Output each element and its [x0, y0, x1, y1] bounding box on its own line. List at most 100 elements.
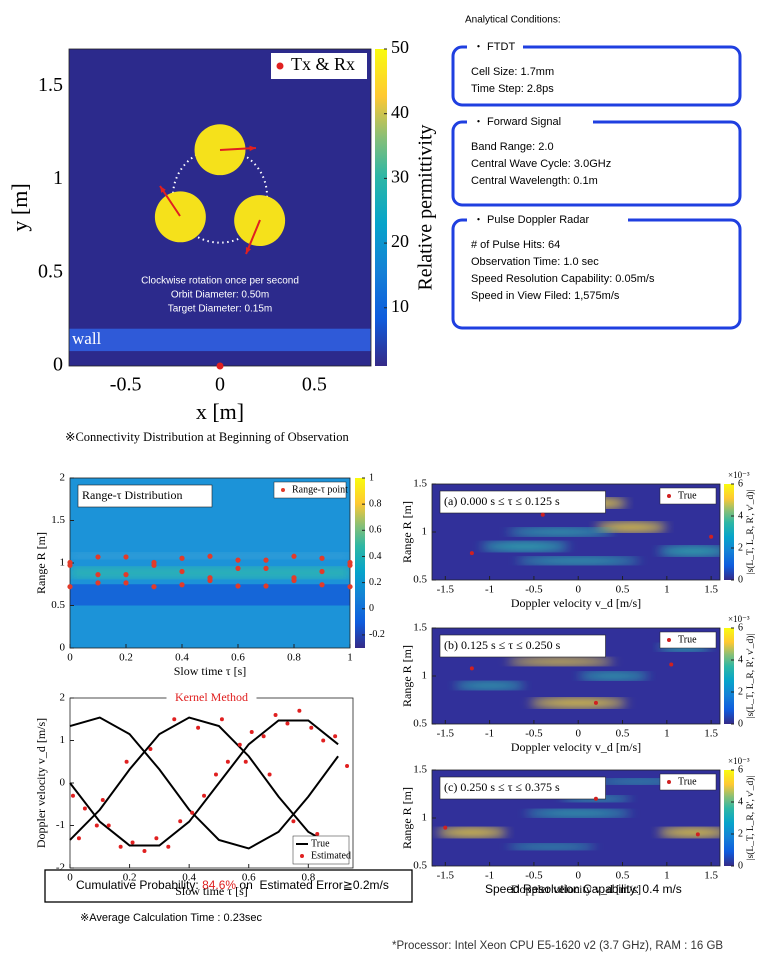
data-point — [347, 562, 353, 568]
y-tick-label: 1 — [60, 557, 66, 569]
colorbar-tick-label: 6 — [738, 622, 743, 633]
x-axis-label: Slow time τ [s] — [175, 884, 248, 898]
x-tick-label: 0 — [67, 652, 73, 664]
x-tick-label: 1 — [664, 728, 670, 740]
colorbar-tick-label: 4 — [738, 796, 743, 807]
data-point — [225, 759, 230, 764]
colorbar-tick-label: 40 — [391, 102, 409, 122]
y-tick-label: 1.5 — [38, 74, 63, 96]
legend-box — [659, 631, 717, 649]
calc-time: ※Average Calculation Time : 0.23sec — [80, 912, 263, 924]
colorbar-tick-label: 6 — [738, 478, 743, 489]
summary-box — [44, 869, 413, 903]
chart-title: Kernel Method — [175, 690, 248, 704]
colorbar-tick-label: 4 — [738, 510, 743, 521]
x-tick-label: 0.5 — [616, 870, 630, 882]
data-point — [178, 819, 183, 824]
x-axis-label: Doppler velocity v_d [m/s] — [511, 740, 641, 754]
annotation: Orbit Diameter: 0.50m — [171, 290, 269, 301]
heat-blob — [657, 546, 720, 556]
data-point — [123, 572, 129, 578]
colorbar-tick-label: 0 — [738, 574, 743, 585]
x-tick-label: -0.5 — [525, 584, 543, 596]
data-point — [166, 844, 171, 849]
data-point — [267, 772, 272, 777]
x-tick-label: 1.5 — [704, 728, 718, 740]
data-point — [273, 713, 278, 717]
x-axis-label: Slow time τ [s] — [174, 664, 247, 678]
heat-blob — [525, 809, 632, 818]
wall-label: wall — [72, 329, 102, 348]
condition-title-bg — [467, 214, 628, 226]
data-point — [118, 844, 123, 849]
colorbar-scale: ×10⁻³ — [728, 614, 750, 624]
x-tick-label: 1.5 — [704, 870, 718, 882]
legend-label: Range-τ point — [292, 484, 348, 495]
condition-box — [451, 120, 742, 207]
data-point — [709, 534, 714, 539]
x-tick-label: 0.2 — [119, 652, 133, 664]
legend-label: True — [678, 490, 697, 501]
colorbar — [724, 770, 734, 866]
data-point — [443, 825, 448, 830]
data-point — [76, 836, 81, 841]
target — [154, 191, 206, 243]
colorbar-tick-label: 0 — [738, 860, 743, 871]
data-point — [130, 840, 135, 845]
legend-marker — [667, 780, 671, 784]
y-tick-label: 1 — [53, 167, 63, 189]
data-point — [67, 562, 73, 568]
condition-line: Speed Resolution Capability: 0.05m/s — [471, 273, 655, 285]
y-tick-label: 0.5 — [413, 574, 427, 586]
data-point — [216, 362, 224, 370]
x-tick-label: 0 — [575, 728, 581, 740]
data-point — [142, 849, 147, 853]
data-point — [179, 582, 185, 588]
colorbar-scale: ×10⁻³ — [728, 756, 750, 766]
data-point — [695, 832, 700, 837]
y-axis-label: Range R [m] — [34, 532, 48, 594]
data-point — [291, 575, 297, 581]
x-tick-label: -0.5 — [525, 870, 543, 882]
condition-title: ・ Pulse Doppler Radar — [473, 214, 590, 226]
data-point — [202, 793, 207, 798]
condition-line: Speed in View Filed: 1,575m/s — [471, 290, 620, 302]
y-tick-label: 0.5 — [413, 718, 427, 730]
y-tick-label: -2 — [56, 862, 65, 874]
heat-blob — [578, 672, 650, 680]
colorbar-tick-label: 2 — [738, 828, 743, 839]
y-tick-label: 1 — [60, 734, 66, 746]
x-tick-label: -1 — [485, 870, 494, 882]
y-tick-label: 1 — [422, 670, 428, 682]
data-point — [593, 700, 598, 705]
legend-label: Estimated — [311, 850, 351, 861]
heat-blob — [507, 528, 614, 536]
title-bg — [439, 490, 606, 514]
title-bg — [439, 634, 606, 658]
y-tick-label: 0 — [60, 642, 66, 654]
data-point — [179, 555, 185, 561]
legend-box — [659, 487, 717, 505]
x-tick-label: 0.4 — [175, 652, 189, 664]
colorbar-tick-label: 0 — [738, 718, 743, 729]
condition-line: Observation Time: 1.0 sec — [471, 256, 599, 268]
colorbar-tick-label: 6 — [738, 764, 743, 775]
data-point — [123, 580, 129, 586]
legend-box — [273, 481, 347, 499]
cumulative-value: 84.6% — [202, 878, 236, 892]
data-point — [243, 759, 248, 764]
permittivity-background — [69, 49, 371, 366]
title-bg — [77, 484, 213, 508]
chart-title: Range-τ Distribution — [82, 488, 182, 502]
condition-line: Cell Size: 1.7mm — [471, 66, 554, 78]
x-tick-label: -0.5 — [525, 728, 543, 740]
x-tick-label: 0.8 — [301, 872, 315, 884]
data-point — [321, 738, 326, 743]
data-point — [70, 793, 75, 798]
colorbar-tick-label: 4 — [738, 654, 743, 665]
condition-box — [451, 45, 742, 107]
data-point — [469, 551, 474, 556]
data-point — [469, 666, 474, 671]
colorbar-tick-label: 10 — [391, 296, 409, 316]
y-tick-label: 2 — [60, 472, 66, 484]
